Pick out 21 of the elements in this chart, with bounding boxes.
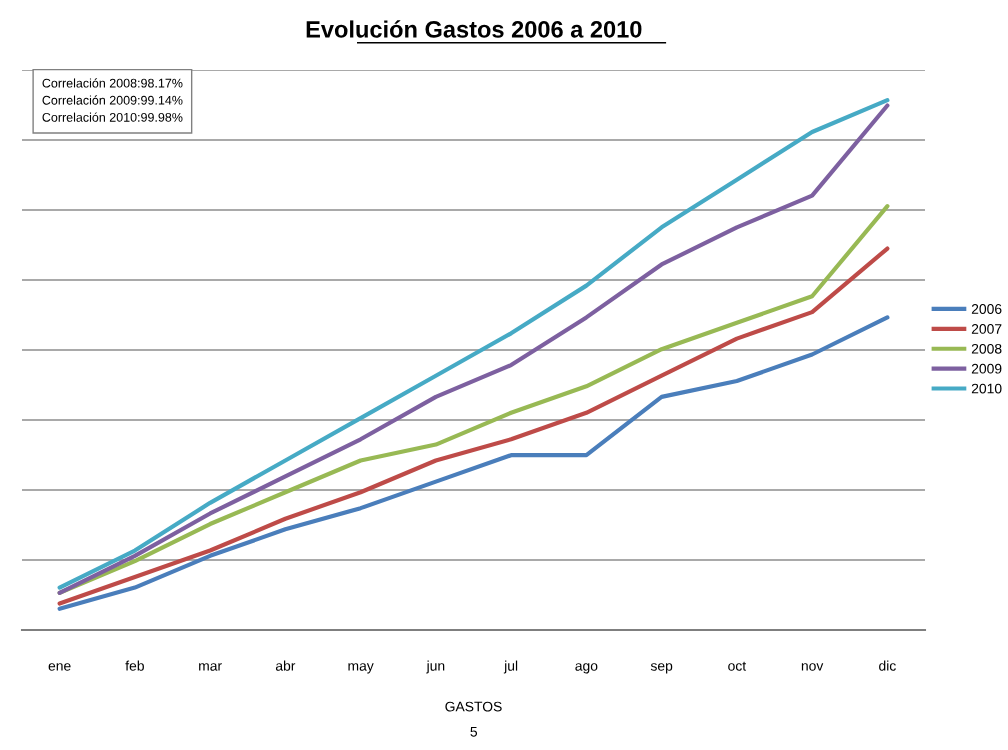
x-axis-title: GASTOS <box>445 701 502 712</box>
x-tick-label: mar <box>199 663 222 671</box>
x-tick-label: dic <box>879 660 896 671</box>
x-tick-label: abr <box>275 660 296 671</box>
legend-label: 2006 <box>971 304 1002 314</box>
x-tick-label: ago <box>575 663 598 674</box>
x-tick-label: sep <box>650 663 673 674</box>
x-tick-label: oct <box>728 661 747 671</box>
x-tick-label: ene <box>48 663 71 671</box>
x-tick-label: may <box>348 663 374 674</box>
x-tick-label: jul <box>503 660 518 674</box>
legend-label: 2007 <box>971 324 1002 334</box>
legend-label: 2010 <box>971 383 1002 394</box>
annotation: Correlación 2008:98.17% Correlación 2009:99.14% Correlación 2010:99.98% <box>42 78 183 122</box>
x-tick-label: jun <box>426 660 445 674</box>
chart-title: Evolución Gastos 2006 a 2010 <box>306 20 642 38</box>
text: 5 <box>470 726 478 737</box>
legend-label: 2009 <box>971 363 1002 374</box>
legend-label: 2008 <box>971 343 1002 354</box>
x-tick-label: nov <box>801 663 824 671</box>
x-tick-label: feb <box>125 660 144 671</box>
